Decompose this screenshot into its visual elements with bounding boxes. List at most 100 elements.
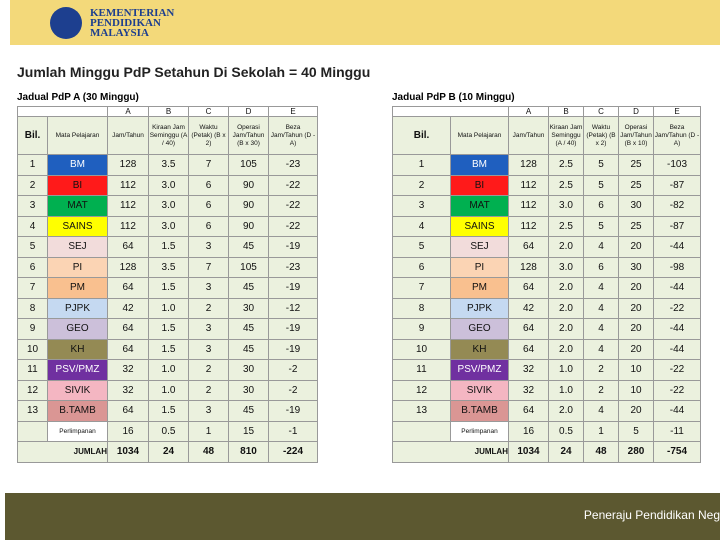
cell: 16 (107, 420, 149, 442)
letter-cell: A (107, 106, 149, 117)
cell: 10 (618, 379, 654, 401)
cell: 24 (148, 441, 189, 463)
cell: PSV/PMZ (47, 359, 108, 381)
cell: 1 (392, 154, 451, 176)
cell: 16 (508, 420, 549, 442)
cell: 90 (228, 174, 269, 196)
cell: 6 (392, 256, 451, 278)
cell: 5 (583, 154, 619, 176)
cell: 48 (583, 441, 619, 463)
cell: 2 (583, 379, 619, 401)
cell: SIVIK (450, 379, 509, 401)
cell: 90 (228, 195, 269, 217)
letter-cell: E (653, 106, 701, 117)
cell: -2 (268, 379, 318, 401)
data-row: 9 GEO 64 1.5 3 45 -19 (17, 318, 318, 340)
data-row: 5 SEJ 64 2.0 4 20 -44 (392, 236, 701, 258)
cell: 45 (228, 318, 269, 340)
cell: BI (450, 174, 509, 196)
cell: -103 (653, 154, 701, 176)
cell: 3.0 (548, 256, 584, 278)
header-row: Bil. Mata Pelajaran Jam/Tahun Kiraan Jam Se… (17, 116, 318, 155)
cell: 112 (508, 195, 549, 217)
cell: -754 (653, 441, 701, 463)
cell: 2 (188, 359, 229, 381)
cell: -44 (653, 318, 701, 340)
cell: SEJ (47, 236, 108, 258)
cell: 13 (392, 400, 451, 422)
data-row: 11 PSV/PMZ 32 1.0 2 30 -2 (17, 359, 318, 381)
cell: -19 (268, 338, 318, 360)
letter-cell: D (618, 106, 654, 117)
data-row: 12 SIVIK 32 1.0 2 30 -2 (17, 379, 318, 401)
cell: 128 (508, 154, 549, 176)
cell: 2.5 (548, 154, 584, 176)
cell: 1.5 (148, 338, 189, 360)
cell: 5 (17, 236, 48, 258)
cell: SAINS (450, 215, 509, 237)
table-caption: Jadual PdP B (10 Minggu) (392, 92, 515, 103)
cell: 2 (188, 379, 229, 401)
cell: 64 (107, 400, 149, 422)
cell: 4 (583, 297, 619, 319)
header-cell: Jam/Tahun (508, 116, 549, 155)
cell: 2.0 (548, 297, 584, 319)
cell: -224 (268, 441, 318, 463)
cell: 128 (107, 256, 149, 278)
header-cell: Mata Pelajaran (450, 116, 509, 155)
cell: 1034 (508, 441, 549, 463)
cell: 64 (107, 338, 149, 360)
cell: 8 (17, 297, 48, 319)
cell: 25 (618, 154, 654, 176)
cell: -22 (268, 195, 318, 217)
header-cell: Jam/Tahun (107, 116, 149, 155)
letter-cell: C (583, 106, 619, 117)
cell: 45 (228, 236, 269, 258)
cell: -22 (268, 174, 318, 196)
cell: 7 (188, 154, 229, 176)
data-row: 1 BM 128 3.5 7 105 -23 (17, 154, 318, 176)
letter-cell: E (268, 106, 318, 117)
cell: -11 (653, 420, 701, 442)
cell: 4 (392, 215, 451, 237)
cell: 64 (508, 338, 549, 360)
cell: 30 (228, 379, 269, 401)
cell: PI (450, 256, 509, 278)
cell: B.TAMB (450, 400, 509, 422)
cell: 30 (228, 359, 269, 381)
cell: 1 (17, 154, 48, 176)
cell: -98 (653, 256, 701, 278)
header-cell: Kiraan Jam Seminggu (A / 40) (548, 116, 584, 155)
cell: 3 (188, 236, 229, 258)
footer-text: Peneraju Pendidikan Neg (583, 508, 720, 522)
cell: 1.5 (148, 277, 189, 299)
cell: 105 (228, 154, 269, 176)
cell: 3.0 (148, 195, 189, 217)
cell: KH (450, 338, 509, 360)
cell: 20 (618, 236, 654, 258)
cell: 11 (17, 359, 48, 381)
cell: 3.0 (148, 215, 189, 237)
cell: 1.0 (148, 297, 189, 319)
cell: Perlimpanan (47, 420, 108, 442)
cell: 2.5 (548, 174, 584, 196)
cell: 4 (17, 215, 48, 237)
title: Jumlah Minggu PdP Setahun Di Sekolah = 4… (17, 64, 371, 80)
cell: -44 (653, 338, 701, 360)
table-caption: Jadual PdP A (30 Minggu) (17, 92, 139, 103)
cell: 64 (508, 318, 549, 340)
cell: 20 (618, 400, 654, 422)
cell: 3.0 (148, 174, 189, 196)
header-cell: Mata Pelajaran (47, 116, 108, 155)
data-row: 3 MAT 112 3.0 6 90 -22 (17, 195, 318, 217)
cell: 8 (392, 297, 451, 319)
total-row: JUMLAH 1034 24 48 810 -224 (17, 441, 318, 463)
cell: -87 (653, 174, 701, 196)
letter-cell: B (548, 106, 584, 117)
cell: -44 (653, 277, 701, 299)
cell: BM (450, 154, 509, 176)
cell: -23 (268, 154, 318, 176)
cell: 6 (583, 256, 619, 278)
cell: 1.5 (148, 318, 189, 340)
